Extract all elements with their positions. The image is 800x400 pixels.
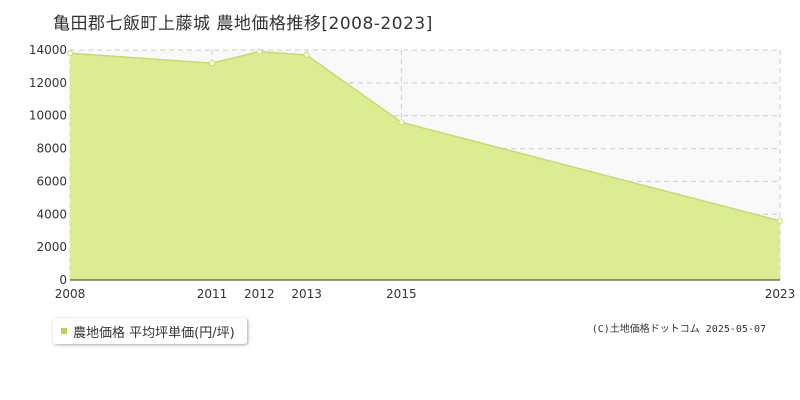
y-tick-label-4000: 4000	[36, 207, 67, 221]
x-axis-tick-labels: 2008 2011 2012 2013 2015 2023	[55, 287, 796, 301]
legend-swatch	[61, 328, 67, 334]
data-points	[67, 48, 783, 224]
legend: 農地価格 平均坪単価(円/坪)	[53, 318, 247, 344]
copyright: (C)土地価格ドットコム 2025-05-07	[591, 324, 766, 335]
y-tick-label-2000: 2000	[36, 240, 67, 254]
x-tick-label-2013: 2013	[291, 287, 322, 301]
x-tick-label-2012: 2012	[244, 287, 275, 301]
chart-title: 亀田郡七飯町上藤城 農地価格推移[2008-2023]	[53, 14, 433, 34]
data-point-2023	[777, 217, 783, 224]
x-tick-label-2008: 2008	[55, 287, 86, 301]
x-tick-label-2015: 2015	[386, 287, 417, 301]
y-tick-label-12000: 12000	[29, 76, 67, 90]
area-series-line	[69, 50, 781, 222]
x-tick-label-2023: 2023	[765, 287, 796, 301]
data-point-2015	[398, 119, 405, 126]
y-tick-label-14000: 14000	[29, 43, 67, 57]
data-point-2012	[256, 48, 263, 55]
y-tick-label-8000: 8000	[36, 142, 67, 156]
data-point-2008	[67, 50, 73, 57]
y-tick-label-0: 0	[59, 273, 67, 287]
area-series-fill	[70, 51, 780, 281]
y-tick-label-6000: 6000	[36, 174, 67, 188]
y-axis-tick-labels: 0 2000 4000 6000 8000 10000 12000 14000	[29, 43, 67, 287]
legend-label: 農地価格 平均坪単価(円/坪)	[73, 325, 235, 341]
x-tick-label-2011: 2011	[197, 287, 228, 301]
data-point-2013	[303, 51, 310, 58]
data-point-2011	[209, 60, 215, 67]
y-tick-label-10000: 10000	[29, 109, 67, 123]
